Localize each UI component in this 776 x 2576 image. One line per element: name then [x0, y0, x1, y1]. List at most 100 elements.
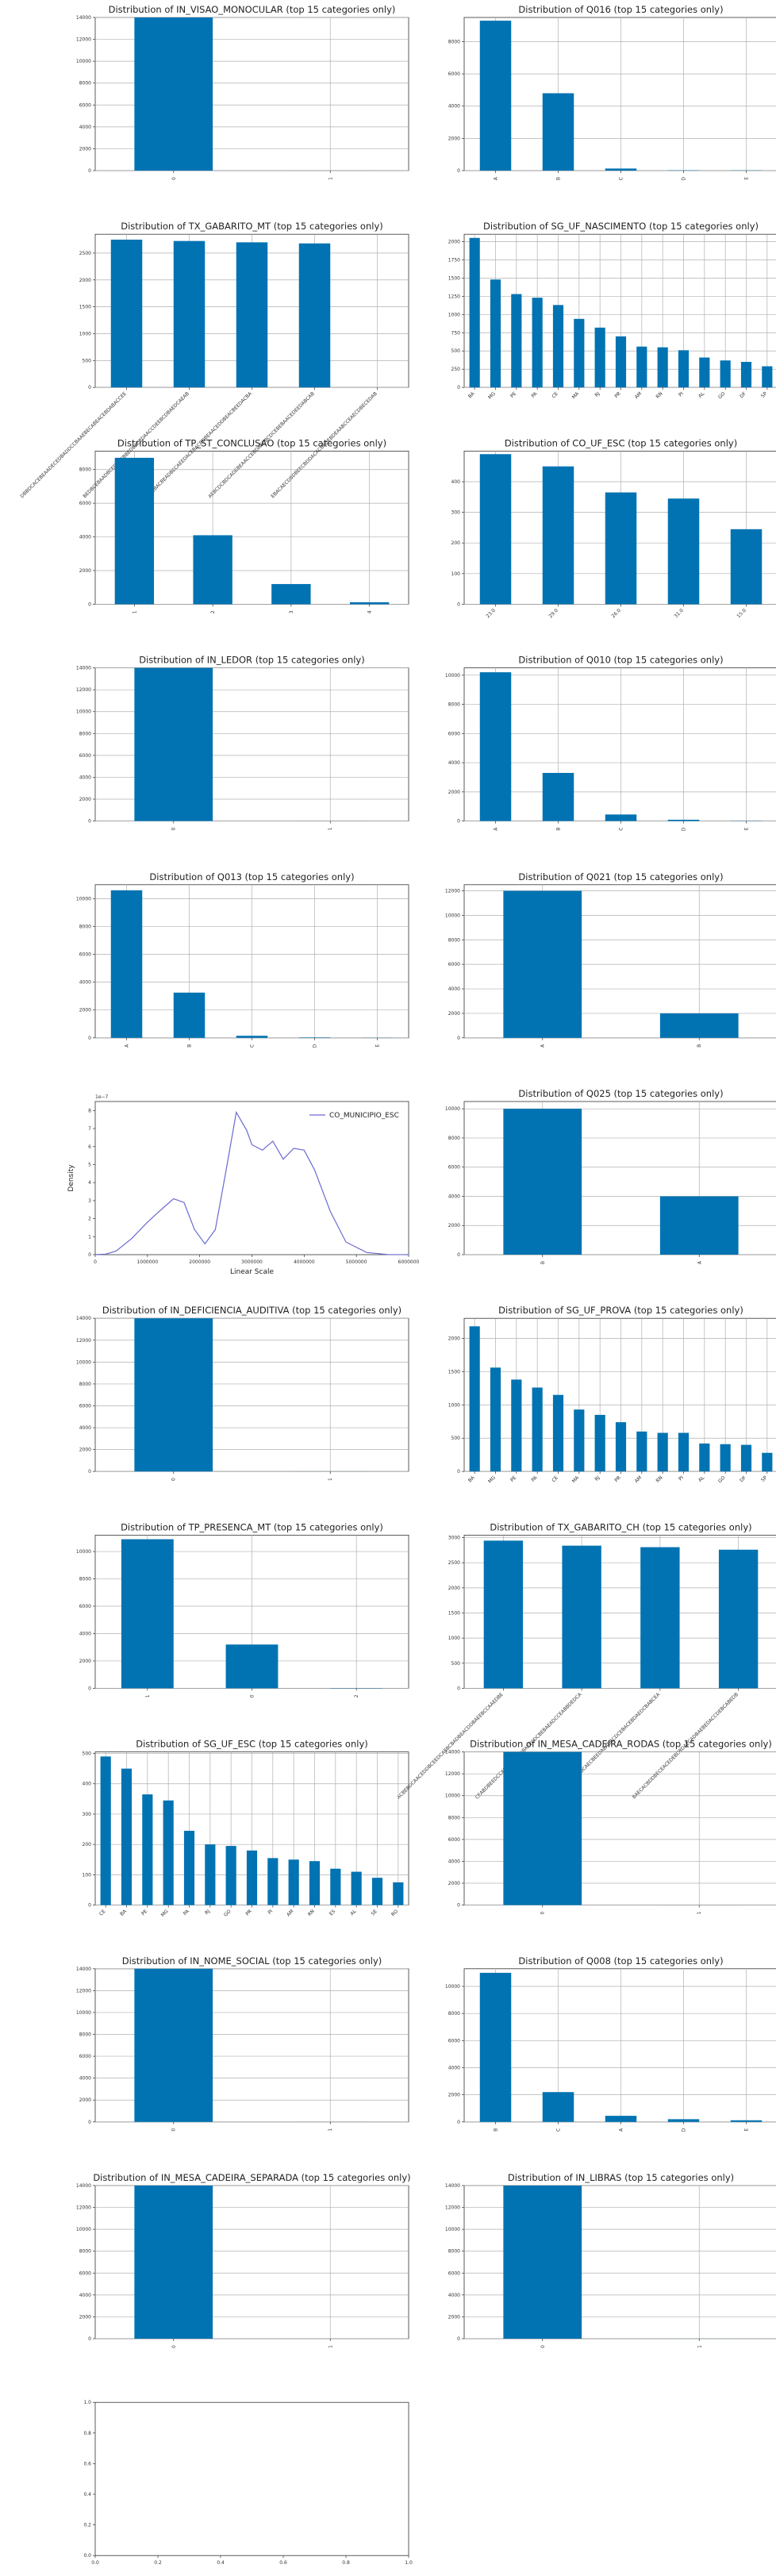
y-tick-label: 10000 [445, 1106, 460, 1112]
y-tick-label: 8000 [448, 937, 460, 943]
x-tick-label: 0.2 [154, 2560, 162, 2566]
bar [271, 583, 311, 605]
x-tick-label: E [744, 827, 750, 830]
y-tick-label: 8000 [79, 81, 91, 87]
bar [267, 1858, 279, 1905]
x-tick-label: 1 [132, 610, 137, 613]
bar [532, 298, 543, 388]
y-tick-label: 3 [88, 1198, 91, 1204]
y-tick-label: 4000 [79, 1631, 91, 1636]
x-tick-label: 26.0 [611, 608, 623, 620]
y-tick-label: 1500 [448, 1610, 460, 1616]
x-tick-label: C [619, 177, 624, 180]
bar [110, 890, 143, 1038]
y-tick-label: 400 [83, 1782, 92, 1787]
bar [699, 357, 710, 388]
bar [574, 318, 585, 388]
x-tick-label: 0 [171, 1478, 177, 1481]
x-tick-label: B [556, 177, 562, 180]
chart-panel-11: 0 1000000 2000000 3000000 4000000 5000000 6000… [67, 1094, 420, 1276]
x-tick-label: BA [467, 1474, 476, 1483]
x-tick-label: A [125, 1044, 130, 1048]
x-tick-label: 1 [328, 2128, 333, 2132]
chart-title: Distribution of Q016 (top 15 categories … [518, 4, 723, 15]
bar [110, 239, 143, 388]
x-tick-label: 6000000 [398, 1259, 420, 1265]
y-tick-label: 4000 [448, 760, 460, 766]
chart-title: Distribution of IN_LEDOR (top 15 categor… [139, 655, 364, 666]
y-tick-label: 14000 [76, 15, 91, 21]
y-tick-label: 12000 [76, 37, 91, 43]
x-tick-label: D [682, 2128, 687, 2132]
y-tick-label: 10000 [445, 673, 460, 679]
x-tick-label: PE [509, 1475, 517, 1483]
chart-panel-18: Distribution of IN_MESA_CADEIRA_RODAS (t… [445, 1739, 776, 1914]
y-tick-label: 14000 [76, 2183, 91, 2189]
chart-title: Distribution of Q013 (top 15 categories … [149, 871, 354, 882]
x-tick-label: PA [530, 390, 539, 399]
x-tick-label: BA [467, 390, 476, 399]
x-tick-label: MG [487, 1474, 497, 1484]
x-axis-label: Linear Scale [230, 1268, 275, 1276]
bar [163, 1800, 174, 1905]
x-tick-label: AL [697, 1474, 706, 1483]
chart-panel-4: Distribution of SG_UF_NASCIMENTO (top 15… [448, 221, 776, 401]
x-tick-label: 3 [289, 610, 294, 613]
chart-title: Distribution of IN_NOME_SOCIAL (top 15 c… [122, 1955, 382, 1967]
y-tick-label: 4000 [448, 1194, 460, 1199]
y-tick-label: 12000 [76, 1338, 91, 1344]
y-tick-label: 6000 [448, 71, 460, 77]
y-tick-label: 2500 [448, 1560, 460, 1566]
y-tick-label: 10000 [76, 2010, 91, 2016]
x-tick-label: 0.0 [91, 2560, 99, 2566]
y-tick-label: 0 [88, 168, 91, 174]
y-tick-label: 6000 [79, 753, 91, 759]
bar [330, 1868, 341, 1905]
x-tick-label: 2000000 [189, 1259, 210, 1265]
x-tick-label: AM [634, 391, 643, 401]
y-tick-label: 7 [88, 1126, 91, 1132]
y-tick-label: 0.6 [83, 2461, 91, 2466]
y-tick-label: 8 [88, 1108, 91, 1113]
x-tick-label: RO [390, 1909, 399, 1917]
x-tick-label: AM [286, 1909, 295, 1918]
bar [236, 242, 268, 388]
y-tick-label: 0 [457, 602, 460, 607]
bar [542, 93, 574, 171]
y-tick-label: 8000 [79, 2249, 91, 2255]
chart-panel-22: Distribution of IN_LIBRAS (top 15 catego… [445, 2172, 776, 2348]
bar [134, 1968, 213, 2122]
chart-title: Distribution of CO_UF_ESC (top 15 catego… [505, 437, 737, 448]
y-tick-label: 10000 [445, 1794, 460, 1799]
x-tick-label: E [744, 177, 750, 180]
bar [469, 237, 480, 388]
bar [740, 1444, 752, 1472]
x-tick-label: 1.0 [405, 2560, 413, 2566]
bar [309, 1861, 321, 1905]
y-offset-text: 1e−7 [95, 1094, 109, 1100]
y-tick-label: 8000 [79, 924, 91, 929]
y-tick-label: 8000 [79, 731, 91, 736]
x-tick-label: 31.0 [674, 608, 686, 620]
y-tick-label: 0 [457, 1903, 460, 1909]
x-tick-label: A [494, 176, 499, 180]
y-tick-label: 6 [88, 1144, 91, 1150]
chart-panel-1: Distribution of IN_VISAO_MONOCULAR (top … [76, 4, 409, 180]
y-tick-label: 10000 [445, 1984, 460, 1990]
chart-title: Distribution of TP_ST_CONCLUSAO (top 15 … [117, 437, 386, 448]
y-tick-label: 200 [83, 1842, 92, 1847]
x-tick-label: 15.0 [736, 608, 748, 620]
bar [594, 327, 605, 388]
x-tick-label: B [556, 828, 562, 831]
x-tick-label: RN [655, 391, 663, 400]
y-tick-label: 4000 [79, 980, 91, 986]
y-tick-label: 14000 [76, 1316, 91, 1321]
chart-panel-7: Distribution of IN_LEDOR (top 15 categor… [76, 655, 409, 830]
bar [121, 1768, 133, 1905]
chart-title: Distribution of TX_GABARITO_MT (top 15 c… [121, 221, 383, 232]
y-tick-label: 0.8 [83, 2431, 91, 2436]
bar [615, 336, 627, 388]
x-tick-label: 4000000 [294, 1259, 315, 1265]
chart-title: Distribution of SG_UF_PROVA (top 15 cate… [498, 1305, 743, 1316]
x-tick-label: CE [551, 391, 559, 400]
